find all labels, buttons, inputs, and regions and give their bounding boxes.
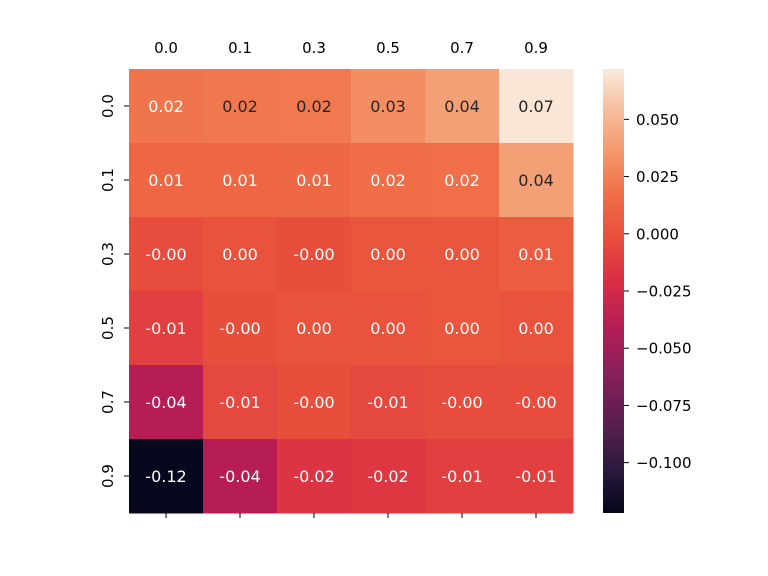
heatmap-cell-r1-c0 bbox=[129, 143, 204, 218]
y-tick-label-1: 0.1 bbox=[99, 168, 117, 192]
heatmap-cell-r3-c4 bbox=[425, 291, 500, 366]
cell-label-r3-c1: -0.00 bbox=[219, 319, 260, 338]
heatmap-cell-r1-c2 bbox=[277, 143, 352, 218]
cell-label-r2-c2: -0.00 bbox=[293, 245, 334, 264]
cell-label-r4-c5: -0.00 bbox=[515, 393, 556, 412]
y-tick-label-4: 0.7 bbox=[99, 390, 117, 414]
heatmap-cell-r5-c4 bbox=[425, 439, 500, 514]
y-tick-label-2: 0.3 bbox=[99, 242, 117, 266]
cell-label-r0-c3: 0.03 bbox=[370, 97, 406, 116]
cell-label-r4-c2: -0.00 bbox=[293, 393, 334, 412]
heatmap-cell-r0-c0 bbox=[129, 69, 204, 144]
cell-label-r5-c2: -0.02 bbox=[293, 467, 334, 486]
x-tick-label-5: 0.9 bbox=[524, 39, 548, 57]
colorbar-tick-label-0: 0.050 bbox=[636, 111, 679, 129]
heatmap-cells bbox=[129, 69, 574, 514]
heatmap-cell-r3-c1 bbox=[203, 291, 278, 366]
heatmap-cell-r2-c5 bbox=[499, 217, 574, 292]
heatmap-cell-r5-c0 bbox=[129, 439, 204, 514]
heatmap-cell-r2-c2 bbox=[277, 217, 352, 292]
cell-label-r5-c3: -0.02 bbox=[367, 467, 408, 486]
heatmap-cell-r0-c4 bbox=[425, 69, 500, 144]
x-tick-label-4: 0.7 bbox=[450, 39, 474, 57]
colorbar-tick-label-5: −0.075 bbox=[636, 397, 692, 415]
cell-label-r0-c2: 0.02 bbox=[296, 97, 332, 116]
heatmap-cell-r2-c1 bbox=[203, 217, 278, 292]
cell-label-r2-c1: 0.00 bbox=[222, 245, 258, 264]
colorbar-tick-label-4: −0.050 bbox=[636, 340, 692, 358]
heatmap-cell-r2-c3 bbox=[351, 217, 426, 292]
colorbar-tick-label-1: 0.025 bbox=[636, 168, 679, 186]
heatmap-cell-r0-c2 bbox=[277, 69, 352, 144]
heatmap-cell-r3-c2 bbox=[277, 291, 352, 366]
x-tick-label-1: 0.1 bbox=[228, 39, 252, 57]
y-tick-label-3: 0.5 bbox=[99, 316, 117, 340]
colorbar-tick-label-3: −0.025 bbox=[636, 283, 692, 301]
heatmap-cell-r1-c3 bbox=[351, 143, 426, 218]
cell-label-r4-c3: -0.01 bbox=[367, 393, 408, 412]
cell-label-r3-c2: 0.00 bbox=[296, 319, 332, 338]
cell-label-r1-c0: 0.01 bbox=[148, 171, 184, 190]
heatmap-cell-r1-c4 bbox=[425, 143, 500, 218]
cell-label-r2-c4: 0.00 bbox=[444, 245, 480, 264]
cell-label-r5-c1: -0.04 bbox=[219, 467, 260, 486]
heatmap-cell-r2-c0 bbox=[129, 217, 204, 292]
heatmap-cell-r5-c3 bbox=[351, 439, 426, 514]
heatmap-cell-r0-c5 bbox=[499, 69, 574, 144]
colorbar bbox=[603, 69, 624, 513]
cell-label-r5-c0: -0.12 bbox=[145, 467, 186, 486]
heatmap-cell-r0-c1 bbox=[203, 69, 278, 144]
heatmap-cell-labels: 0.02 0.02 0.02 0.03 0.04 0.07 0.01 0.01 0.01 0.02… bbox=[145, 97, 556, 486]
heatmap-cell-r5-c5 bbox=[499, 439, 574, 514]
cell-label-r3-c3: 0.00 bbox=[370, 319, 406, 338]
colorbar-tick-label-6: −0.100 bbox=[636, 454, 692, 472]
heatmap-cell-r3-c0 bbox=[129, 291, 204, 366]
cell-label-r0-c4: 0.04 bbox=[444, 97, 480, 116]
cell-label-r2-c0: -0.00 bbox=[145, 245, 186, 264]
cell-label-r3-c5: 0.00 bbox=[518, 319, 554, 338]
cell-label-r1-c2: 0.01 bbox=[296, 171, 332, 190]
heatmap-cell-r4-c5 bbox=[499, 365, 574, 440]
y-axis-ticks: 0.0 0.1 0.3 0.5 0.7 0.9 bbox=[99, 94, 129, 488]
cell-label-r1-c3: 0.02 bbox=[370, 171, 406, 190]
heatmap-cell-r4-c0 bbox=[129, 365, 204, 440]
cell-label-r5-c5: -0.01 bbox=[515, 467, 556, 486]
cell-label-r4-c1: -0.01 bbox=[219, 393, 260, 412]
x-tick-label-2: 0.3 bbox=[302, 39, 326, 57]
cell-label-r1-c4: 0.02 bbox=[444, 171, 480, 190]
cell-label-r3-c0: -0.01 bbox=[145, 319, 186, 338]
x-tick-label-3: 0.5 bbox=[376, 39, 400, 57]
y-tick-label-0: 0.0 bbox=[99, 94, 117, 118]
cell-label-r5-c4: -0.01 bbox=[441, 467, 482, 486]
heatmap-cell-r3-c3 bbox=[351, 291, 426, 366]
y-tick-label-5: 0.9 bbox=[99, 464, 117, 488]
cell-label-r4-c0: -0.04 bbox=[145, 393, 186, 412]
heatmap-cell-r1-c5 bbox=[499, 143, 574, 218]
heatmap-cell-r5-c1 bbox=[203, 439, 278, 514]
heatmap-cell-r0-c3 bbox=[351, 69, 426, 144]
cell-label-r1-c1: 0.01 bbox=[222, 171, 258, 190]
heatmap-cell-r1-c1 bbox=[203, 143, 278, 218]
x-tick-label-0: 0.0 bbox=[154, 39, 178, 57]
cell-label-r0-c1: 0.02 bbox=[222, 97, 258, 116]
cell-label-r1-c5: 0.04 bbox=[518, 171, 554, 190]
cell-label-r2-c5: 0.01 bbox=[518, 245, 554, 264]
heatmap-cell-r2-c4 bbox=[425, 217, 500, 292]
x-axis-ticks: 0.0 0.1 0.3 0.5 0.7 0.9 bbox=[154, 39, 548, 518]
cell-label-r0-c5: 0.07 bbox=[518, 97, 554, 116]
cell-label-r4-c4: -0.00 bbox=[441, 393, 482, 412]
heatmap-cell-r5-c2 bbox=[277, 439, 352, 514]
heatmap-cell-r4-c2 bbox=[277, 365, 352, 440]
cell-label-r0-c0: 0.02 bbox=[148, 97, 184, 116]
heatmap-cell-r4-c4 bbox=[425, 365, 500, 440]
cell-label-r3-c4: 0.00 bbox=[444, 319, 480, 338]
heatmap-cell-r4-c1 bbox=[203, 365, 278, 440]
heatmap-cell-r4-c3 bbox=[351, 365, 426, 440]
colorbar-ticks: 0.050 0.025 0.000 −0.025 −0.050 −0.075 −0.100 bbox=[624, 111, 692, 472]
colorbar-tick-label-2: 0.000 bbox=[636, 225, 679, 243]
heatmap-cell-r3-c5 bbox=[499, 291, 574, 366]
cell-label-r2-c3: 0.00 bbox=[370, 245, 406, 264]
